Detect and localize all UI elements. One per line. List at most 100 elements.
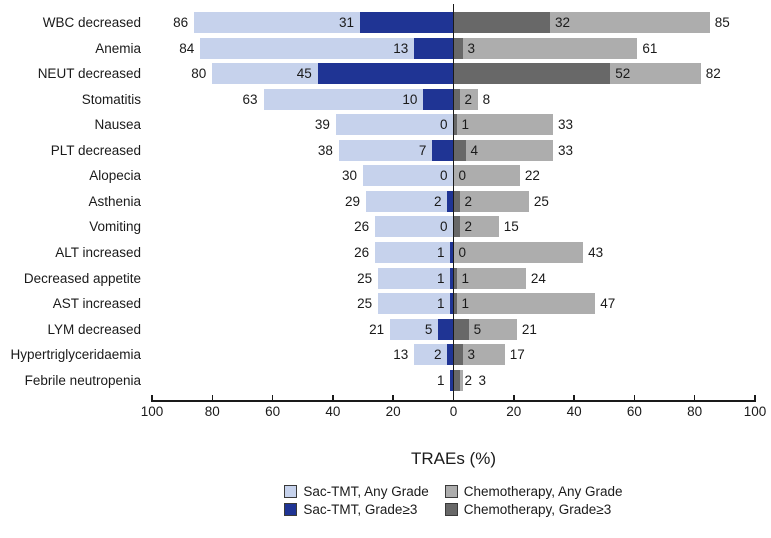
bar-chemotherapy-grade3 [453, 216, 460, 238]
value-label-sac-grade3: 45 [296, 66, 312, 82]
bar-chemotherapy-grade3 [453, 114, 457, 136]
value-label-chemo-grade3: 32 [554, 15, 570, 30]
bar-sac-tmt-any-grade [263, 88, 454, 110]
x-axis-tick-label: 100 [743, 404, 767, 419]
bar-chemotherapy-any-grade [453, 318, 517, 340]
x-axis-tick [392, 394, 394, 401]
bar-sac-tmt-any-grade [378, 293, 454, 315]
x-axis-tick-label: 60 [265, 404, 281, 419]
bar-sac-tmt-any-grade [375, 216, 454, 238]
value-label-chemo-grade3: 0 [458, 168, 467, 184]
bar-chemotherapy-any-grade [453, 190, 529, 212]
bar-sac-tmt-grade3 [414, 37, 454, 59]
bar-chemotherapy-grade3 [453, 293, 457, 315]
legend-swatch-icon [284, 503, 298, 516]
bar-chemotherapy-any-grade [453, 344, 505, 366]
value-label-sac-grade3: 1 [436, 270, 445, 286]
plot-area: 86 31 32 85 84 13 3 61 80 45 52 82 63 10 2 8 39 0 1 33 38 7 4 3… [152, 12, 755, 395]
bar-sac-tmt-grade3 [438, 318, 454, 340]
value-label-chemo-any: 24 [530, 270, 546, 286]
value-label-sac-any: 25 [357, 270, 373, 286]
legend-grid: Sac-TMT, Any Grade Sac-TMT, Grade≥3 Chemot… [284, 484, 623, 517]
bar-sac-tmt-grade3 [423, 88, 454, 110]
value-label-chemo-grade3: 2 [464, 219, 473, 235]
value-label-sac-grade3: 5 [424, 321, 433, 337]
value-label-chemo-grade3: 3 [467, 40, 476, 56]
legend-item: Sac-TMT, Grade≥3 [284, 502, 428, 517]
value-label-sac-any: 1 [436, 372, 445, 388]
value-label-chemo-grade3: 2 [464, 372, 473, 388]
x-axis-tick-label: 20 [506, 404, 522, 419]
value-label-chemo-any: 25 [533, 193, 549, 209]
category-label: Nausea [94, 117, 141, 133]
bar-chemotherapy-any-grade [453, 241, 584, 263]
bar-chemotherapy-grade3 [453, 37, 463, 59]
category-label: Hypertriglyceridaemia [10, 347, 141, 363]
value-label-chemo-any: 3 [478, 372, 487, 388]
category-label: PLT decreased [50, 142, 141, 158]
x-axis-tick [693, 394, 696, 401]
category-label: WBC decreased [42, 15, 141, 30]
bar-chemotherapy-grade3 [453, 88, 460, 110]
legend-swatch-icon [284, 485, 298, 498]
bar-chemotherapy-grade3 [453, 267, 457, 289]
bar-sac-tmt-any-grade [200, 37, 454, 59]
category-axis: WBC decreased Anemia NEUT decreased Stomati… [0, 12, 141, 395]
legend: Sac-TMT, Any Grade Sac-TMT, Grade≥3 Chemot… [152, 484, 755, 517]
value-label-chemo-any: 21 [521, 321, 537, 337]
zero-baseline [452, 4, 455, 401]
bar-chemotherapy-any-grade [453, 293, 596, 315]
bar-sac-tmt-grade3 [432, 139, 454, 161]
value-label-chemo-grade3: 5 [473, 321, 482, 337]
value-label-sac-any: 29 [345, 193, 361, 209]
x-axis-tick-label: 100 [140, 404, 164, 419]
bar-chemotherapy-any-grade [453, 165, 520, 187]
bar-sac-tmt-any-grade [378, 267, 454, 289]
category-label: Febrile neutropenia [24, 372, 141, 388]
x-axis-tick [452, 394, 455, 401]
category-label: LYM decreased [47, 321, 141, 337]
category-label: Decreased appetite [23, 270, 141, 286]
bar-chemotherapy-grade3 [453, 139, 466, 161]
value-label-chemo-any: 17 [509, 347, 525, 363]
bar-sac-tmt-grade3 [450, 293, 454, 315]
value-label-chemo-grade3: 1 [461, 270, 470, 286]
bar-chemotherapy-grade3 [453, 318, 469, 340]
x-axis-tick-label: 80 [204, 404, 220, 419]
bar-sac-tmt-any-grade [338, 139, 454, 161]
x-axis-tick-label: 60 [626, 404, 642, 419]
bar-sac-tmt-any-grade [375, 241, 454, 263]
value-label-chemo-any: 47 [600, 296, 616, 312]
category-label: NEUT decreased [37, 66, 141, 82]
category-label: Alopecia [89, 168, 141, 184]
value-label-chemo-grade3: 2 [464, 193, 473, 209]
bar-chemotherapy-grade3 [453, 344, 463, 366]
bar-chemotherapy-any-grade [453, 114, 553, 136]
bar-sac-tmt-grade3 [447, 190, 454, 212]
value-label-sac-grade3: 2 [433, 347, 442, 363]
bar-sac-tmt-any-grade [335, 114, 454, 136]
value-label-chemo-grade3: 4 [470, 142, 479, 158]
bar-chemotherapy-grade3 [453, 63, 611, 85]
value-label-sac-grade3: 1 [436, 244, 445, 260]
category-label: AST increased [52, 296, 141, 312]
x-axis-tick-label: 20 [385, 404, 401, 419]
legend-item: Chemotherapy, Grade≥3 [444, 502, 623, 517]
value-label-chemo-any: 8 [482, 91, 491, 107]
x-axis-tick-label: 40 [325, 404, 341, 419]
category-label: Asthenia [88, 193, 141, 209]
bar-chemotherapy-any-grade [453, 37, 638, 59]
value-label-sac-grade3: 2 [433, 193, 442, 209]
value-label-sac-grade3: 31 [339, 15, 355, 30]
x-axis-tick-label: 0 [449, 404, 458, 419]
value-label-chemo-grade3: 0 [458, 244, 467, 260]
value-label-chemo-grade3: 1 [461, 117, 470, 133]
value-label-sac-grade3: 7 [418, 142, 427, 158]
value-label-sac-grade3: 1 [436, 296, 445, 312]
bar-sac-tmt-any-grade [390, 318, 454, 340]
x-axis-line [151, 400, 756, 402]
x-axis-tick [633, 394, 636, 401]
legend-item: Chemotherapy, Any Grade [444, 484, 623, 499]
bar-chemotherapy-any-grade [453, 88, 478, 110]
